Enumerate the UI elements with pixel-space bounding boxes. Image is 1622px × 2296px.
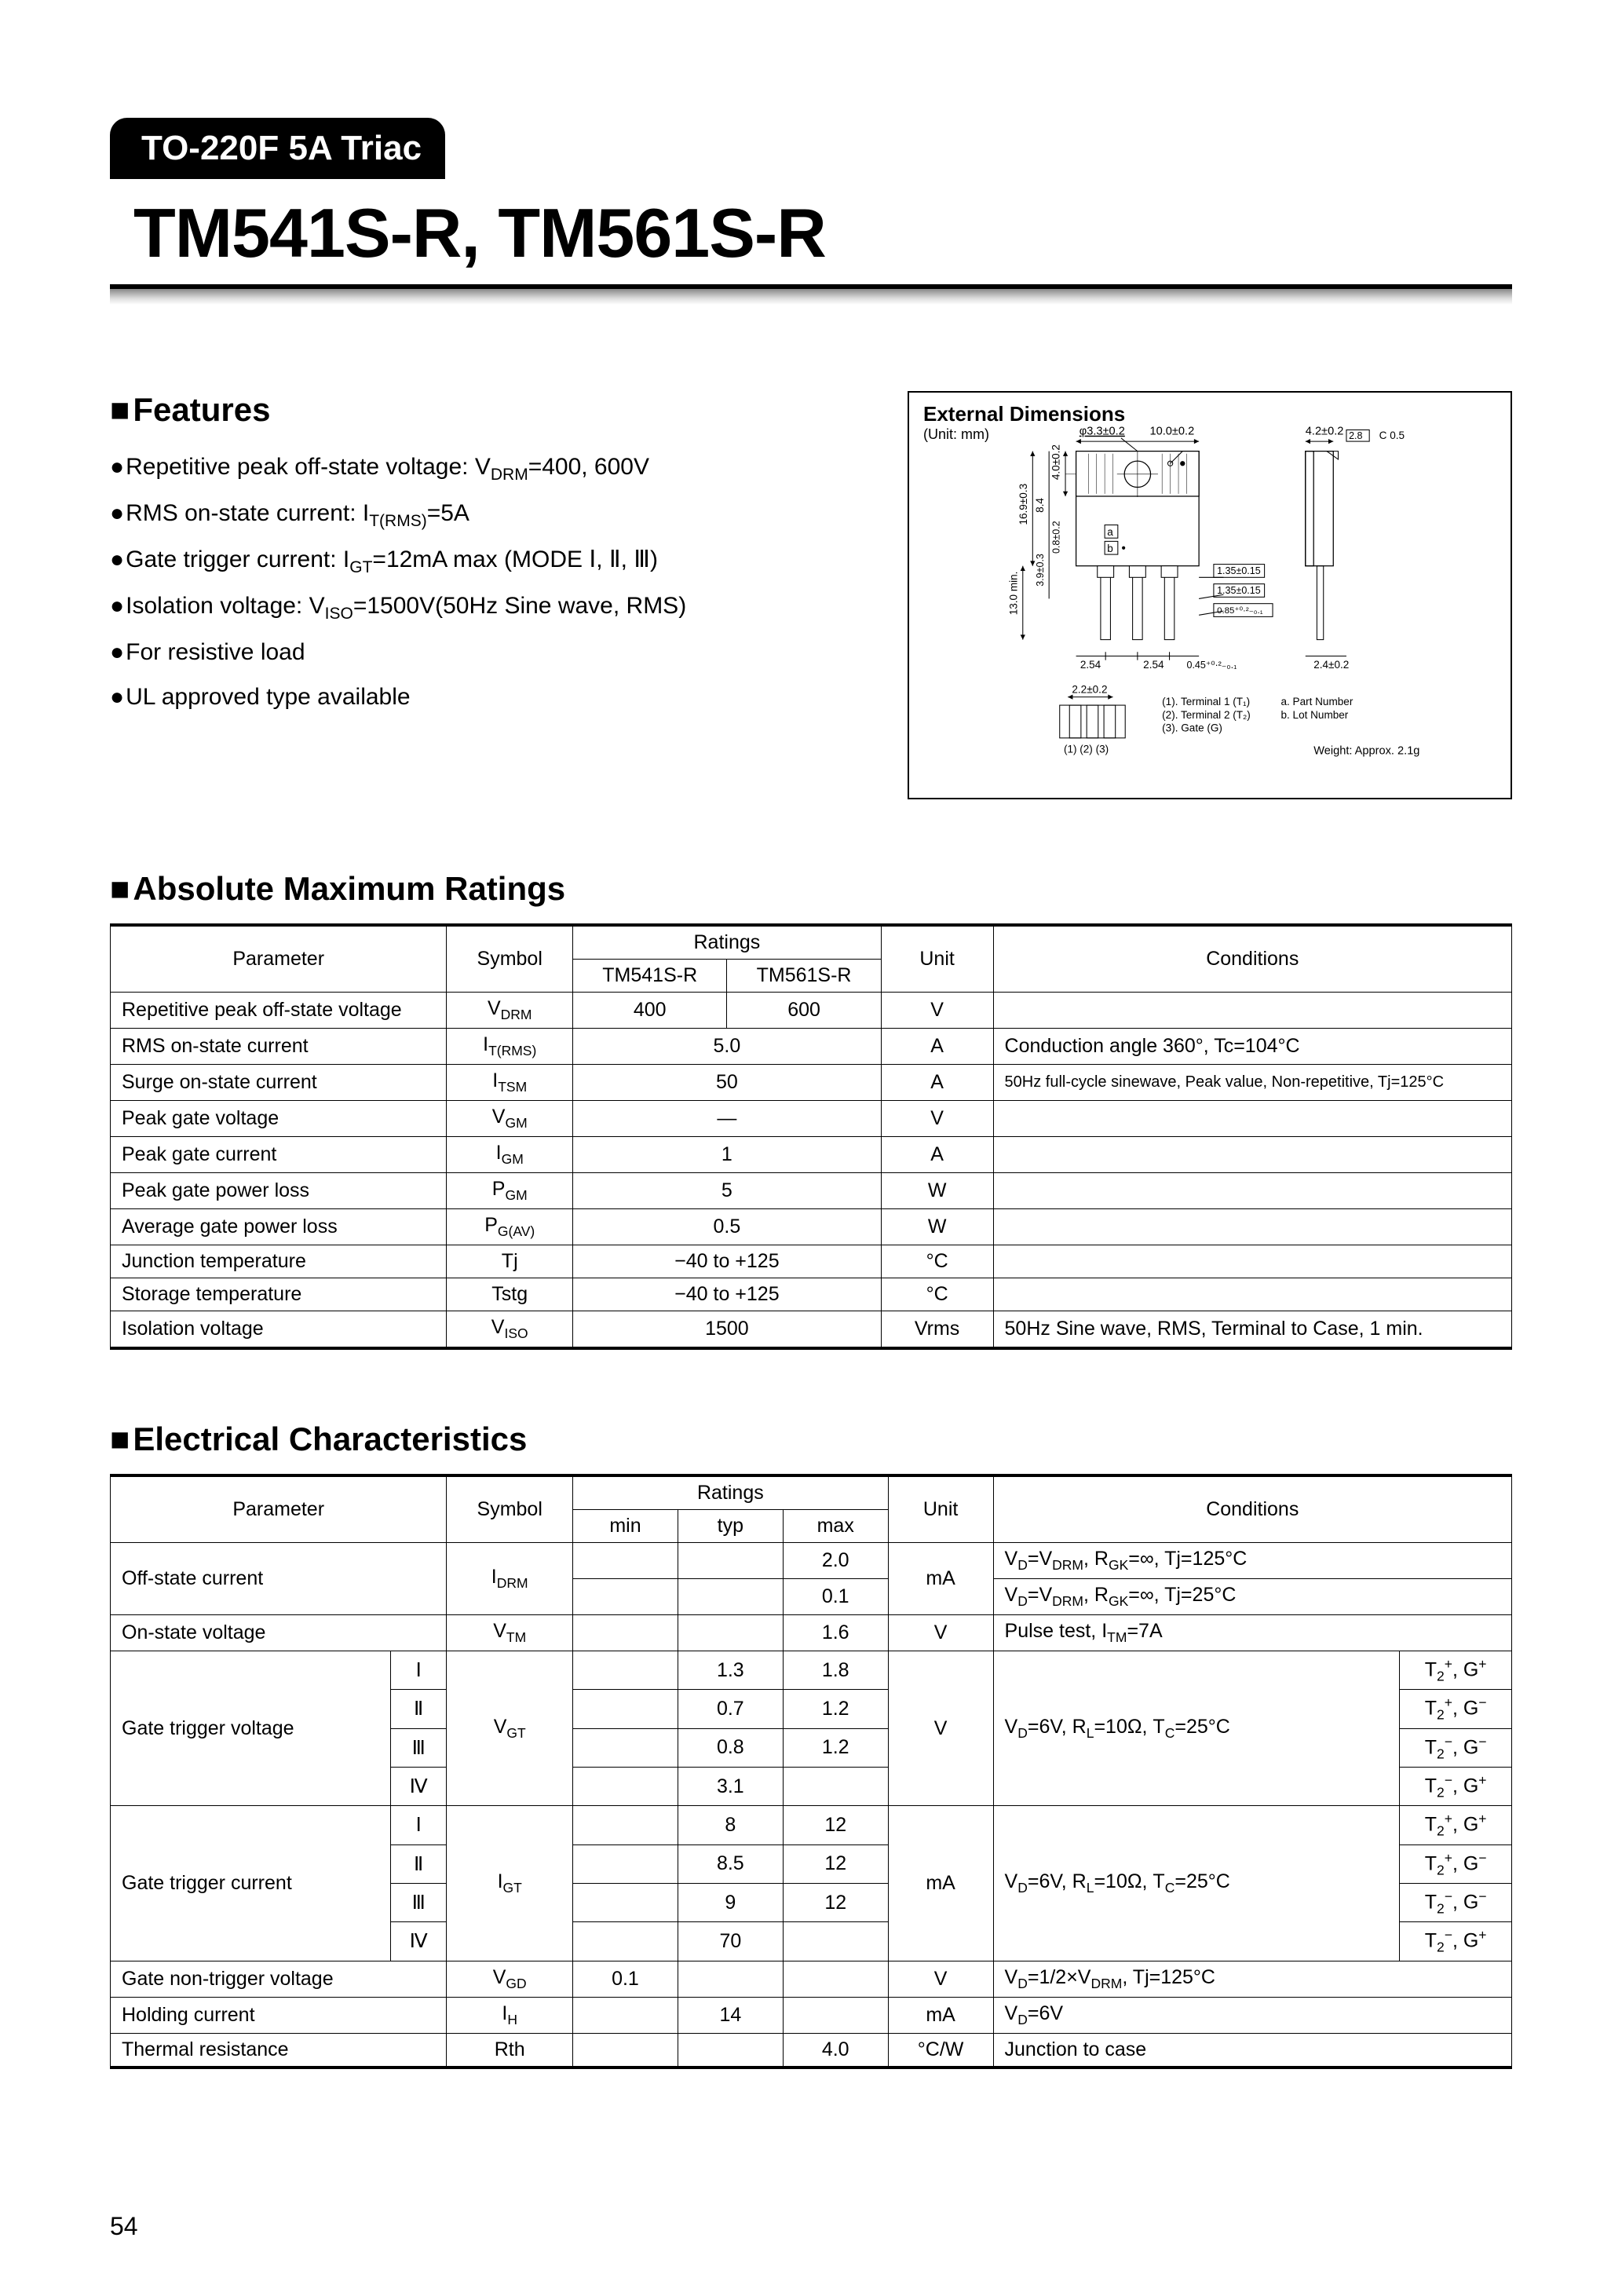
svg-text:8.4: 8.4 (1034, 498, 1046, 513)
svg-text:1.35±0.15: 1.35±0.15 (1217, 565, 1261, 576)
svg-text:4.2±0.2: 4.2±0.2 (1306, 426, 1344, 438)
ec-table: Parameter Symbol Ratings Unit Conditions… (110, 1474, 1512, 2069)
feature-item: For resistive load (110, 630, 876, 675)
ec-row: Off-state currentIDRM2.0mAVD=VDRM, RGK=∞… (111, 1543, 1512, 1579)
svg-text:2.54: 2.54 (1143, 659, 1164, 671)
svg-text:C 0.5: C 0.5 (1379, 430, 1405, 441)
ec-row: On-state voltageVTM1.6VPulse test, ITM=7… (111, 1615, 1512, 1651)
svg-text:(2). Terminal 2 (T₂): (2). Terminal 2 (T₂) (1162, 709, 1251, 721)
feature-item: Repetitive peak off-state voltage: VDRM=… (110, 444, 876, 491)
feature-item: RMS on-state current: IT(RMS)=5A (110, 491, 876, 537)
svg-text:3.9±0.3: 3.9±0.3 (1035, 554, 1046, 587)
svg-text:1.35±0.15: 1.35±0.15 (1217, 585, 1261, 596)
amr-th-ratings: Ratings (573, 925, 882, 960)
page-number: 54 (110, 2212, 138, 2241)
feature-item: Isolation voltage: VISO=1500V(50Hz Sine … (110, 583, 876, 630)
amr-row: Repetitive peak off-state voltageVDRM400… (111, 993, 1512, 1029)
features-list: Repetitive peak off-state voltage: VDRM=… (110, 444, 876, 719)
ec-th-cond: Conditions (993, 1475, 1511, 1543)
amr-row: Peak gate power lossPGM5W (111, 1173, 1512, 1209)
ec-th-min: min (573, 1510, 678, 1543)
amr-row: Junction temperatureTj−40 to +125°C (111, 1245, 1512, 1278)
svg-text:(1). Terminal 1 (T₁): (1). Terminal 1 (T₁) (1162, 696, 1250, 707)
amr-row: Storage temperatureTstg−40 to +125°C (111, 1278, 1512, 1311)
svg-text:0.85⁺⁰·²₋₀.₁: 0.85⁺⁰·²₋₀.₁ (1217, 606, 1263, 616)
features-heading: Features (110, 391, 876, 429)
amr-th-p2: TM561S-R (727, 960, 881, 993)
svg-text:(3). Gate (G): (3). Gate (G) (1162, 722, 1222, 733)
amr-row: Surge on-state currentITSM50A50Hz full-c… (111, 1065, 1512, 1101)
amr-th-unit: Unit (881, 925, 993, 993)
feature-item: Gate trigger current: IGT=12mA max (MODE… (110, 537, 876, 583)
amr-th-cond: Conditions (993, 925, 1511, 993)
header-block: TO-220F 5A Triac TM541S-R, TM561S-R (110, 118, 1512, 305)
svg-text:0.8±0.2: 0.8±0.2 (1051, 521, 1062, 554)
ec-heading: Electrical Characteristics (110, 1420, 1512, 1458)
ec-th-typ: typ (678, 1510, 783, 1543)
amr-table: Parameter Symbol Ratings Unit Conditions… (110, 923, 1512, 1350)
amr-row: Average gate power lossPG(AV)0.5W (111, 1209, 1512, 1245)
svg-text:2.2±0.2: 2.2±0.2 (1072, 683, 1107, 695)
ec-th-unit: Unit (888, 1475, 993, 1543)
amr-th-symbol: Symbol (447, 925, 573, 993)
amr-row: Isolation voltageVISO1500Vrms50Hz Sine w… (111, 1311, 1512, 1349)
feature-item: UL approved type available (110, 675, 876, 719)
svg-text:0.45⁺⁰·²₋₀.₁: 0.45⁺⁰·²₋₀.₁ (1186, 660, 1237, 671)
svg-text:b: b (1107, 543, 1113, 554)
svg-text:4.0±0.2: 4.0±0.2 (1050, 444, 1062, 480)
svg-text:10.0±0.2: 10.0±0.2 (1150, 426, 1195, 438)
svg-text:a. Part Number: a. Part Number (1280, 696, 1353, 707)
svg-text:13.0 min.: 13.0 min. (1007, 572, 1019, 616)
amr-th-param: Parameter (111, 925, 447, 993)
svg-text:2.4±0.2: 2.4±0.2 (1313, 659, 1349, 671)
amr-th-p1: TM541S-R (573, 960, 727, 993)
amr-row: Peak gate voltageVGM—V (111, 1101, 1512, 1137)
ec-row: Gate non-trigger voltageVGD0.1VVD=1/2×VD… (111, 1961, 1512, 1997)
ec-th-max: max (783, 1510, 888, 1543)
dimensions-box: External Dimensions (Unit: mm) (908, 391, 1512, 799)
svg-text:Weight: Approx. 2.1g: Weight: Approx. 2.1g (1313, 745, 1419, 758)
svg-text:16.9±0.3: 16.9±0.3 (1017, 484, 1029, 525)
ec-th-param: Parameter (111, 1475, 447, 1543)
amr-row: RMS on-state currentIT(RMS)5.0AConductio… (111, 1029, 1512, 1065)
amr-heading: Absolute Maximum Ratings (110, 870, 1512, 908)
svg-text:2.54: 2.54 (1080, 659, 1101, 671)
title-bar: TM541S-R, TM561S-R (110, 179, 1512, 289)
part-title: TM541S-R, TM561S-R (110, 179, 1512, 284)
ec-th-ratings: Ratings (573, 1475, 889, 1510)
amr-row: Peak gate currentIGM1A (111, 1137, 1512, 1173)
svg-text:2.8: 2.8 (1349, 430, 1362, 441)
package-tag: TO-220F 5A Triac (110, 118, 445, 179)
svg-text:(1) (2) (3): (1) (2) (3) (1064, 744, 1109, 755)
dimensions-drawing: a b φ3.3±0.2 10.0±0.2 (933, 402, 1498, 779)
svg-text:b. Lot Number: b. Lot Number (1280, 709, 1348, 721)
ec-row: Holding currentIH14mAVD=6V (111, 1997, 1512, 2033)
svg-text:φ3.3±0.2: φ3.3±0.2 (1080, 426, 1125, 438)
title-gradient (110, 289, 1512, 305)
ec-row: Gate trigger voltageⅠVGT1.31.8VVD=6V, RL… (111, 1651, 1512, 1690)
svg-text:a: a (1107, 526, 1113, 538)
ec-row: Thermal resistanceRth4.0°C/WJunction to … (111, 2033, 1512, 2067)
ec-row: Gate trigger currentⅠIGT812mAVD=6V, RL=1… (111, 1806, 1512, 1844)
ec-th-symbol: Symbol (447, 1475, 573, 1543)
